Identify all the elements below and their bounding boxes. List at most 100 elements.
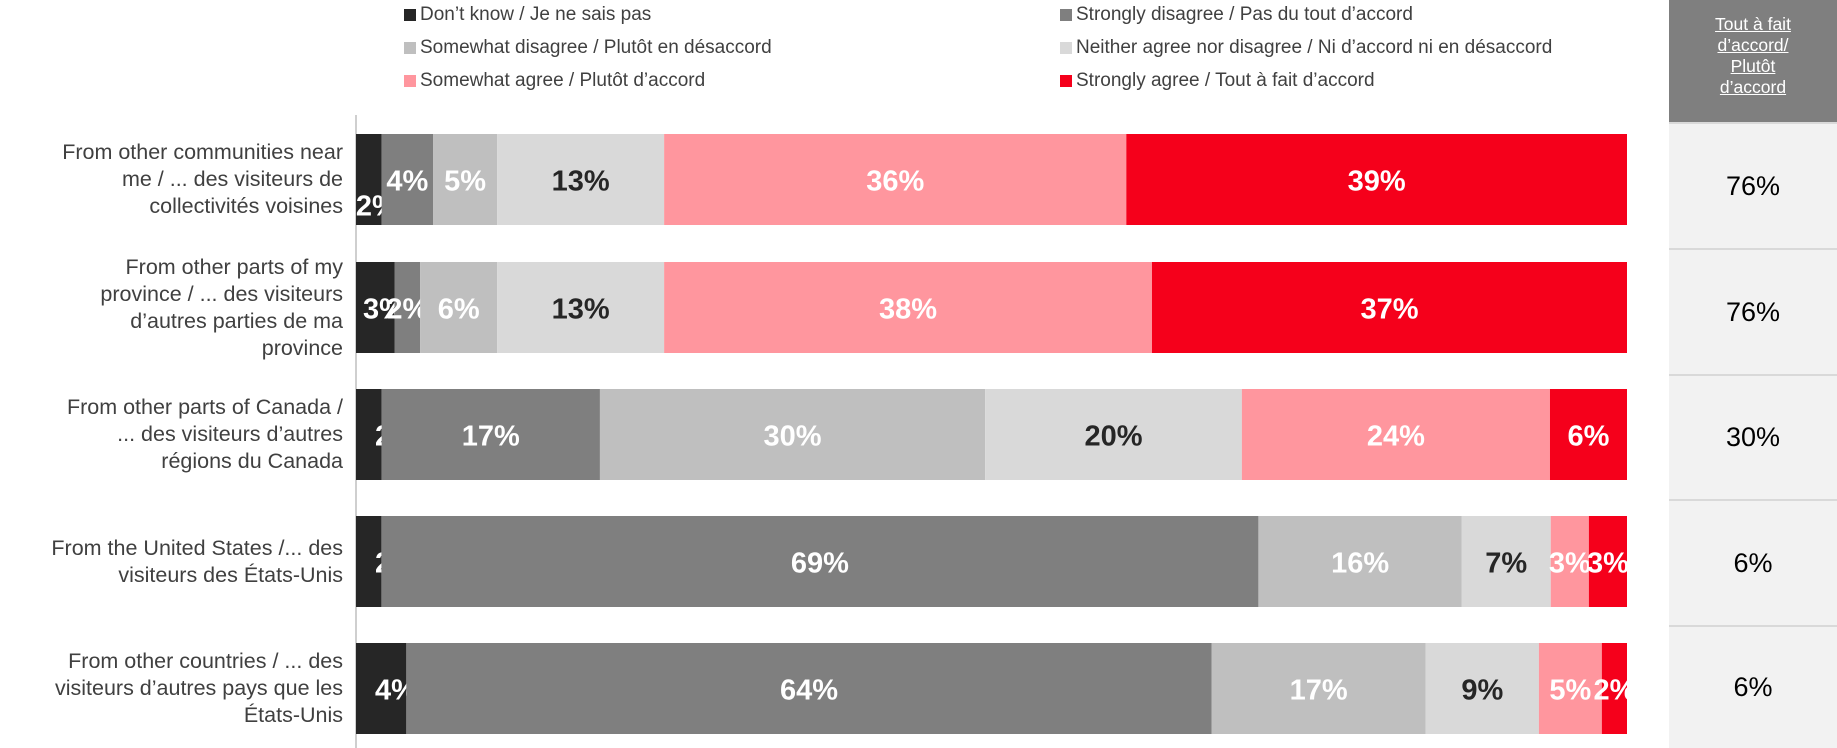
data-label: 3%	[1549, 548, 1591, 580]
category-label-line: From the United States /... des	[51, 535, 343, 560]
data-label: 38%	[879, 294, 937, 326]
legend-swatch	[1060, 75, 1072, 87]
category-label-line: ... des visiteurs d’autres	[117, 422, 343, 446]
data-label: 6%	[1568, 421, 1610, 453]
category-label-line: régions du Canada	[161, 449, 343, 473]
bar-segment	[1126, 134, 1627, 225]
category-label-line: d’autres parties de ma	[130, 308, 343, 333]
category-label-line: From other parts of my	[125, 254, 343, 279]
bar-segment	[664, 134, 1127, 225]
data-label: 17%	[462, 421, 520, 453]
category-label-line: From other countries / ... des	[68, 649, 343, 673]
bar-segment	[406, 643, 1212, 734]
bar-segment	[1461, 516, 1551, 607]
data-label: 13%	[552, 294, 610, 326]
side-column-value: 76%	[1669, 122, 1837, 248]
category-label-line: From other parts of Canada /	[66, 395, 343, 419]
data-label: 39%	[1348, 166, 1406, 198]
category-label-line: États-Unis	[243, 703, 343, 727]
bar-segment	[1601, 643, 1627, 734]
data-label: 5%	[1549, 675, 1591, 707]
data-label: 5%	[444, 166, 486, 198]
legend-item: Neither agree nor disagree / Ni d’accord…	[1060, 37, 1552, 59]
legend-item: Strongly disagree / Pas du tout d’accord	[1060, 4, 1413, 26]
legend-item: Strongly agree / Tout à fait d’accord	[1060, 70, 1375, 92]
legend-swatch	[1060, 9, 1072, 21]
bar-segment	[1211, 643, 1426, 734]
bar-segment	[356, 262, 395, 353]
bar-segment	[394, 262, 421, 353]
legend-swatch	[1060, 42, 1072, 54]
side-column-value: 76%	[1669, 248, 1837, 374]
side-column-value: 30%	[1669, 374, 1837, 499]
legend-item: Somewhat agree / Plutôt d’accord	[404, 70, 705, 92]
bar-segment	[664, 262, 1152, 353]
legend-label: Neither agree nor disagree / Ni d’accord…	[1076, 37, 1553, 58]
bar-segment	[599, 389, 986, 480]
bar-segment	[356, 389, 382, 480]
category-label: From other parts of Canada / ... des visi…	[3, 394, 343, 475]
category-label-line: From other communities near	[62, 140, 343, 164]
data-label: 3%	[1587, 548, 1629, 580]
bar-segment	[1151, 262, 1627, 353]
legend-item: Somewhat disagree / Plutôt en désaccord	[404, 37, 772, 59]
bar-segment	[356, 516, 382, 607]
category-label-line: province	[261, 335, 343, 360]
data-label: 16%	[1331, 548, 1389, 580]
side-header-line: Plutôt	[1730, 56, 1776, 76]
side-header-line: Tout à fait	[1715, 14, 1791, 34]
data-label: 69%	[791, 548, 849, 580]
data-label: 9%	[1461, 675, 1503, 707]
category-label: From the United States /... des visiteurs…	[3, 535, 343, 589]
bar-segment	[1425, 643, 1539, 734]
bar-segment	[1258, 516, 1462, 607]
legend-swatch	[404, 42, 416, 54]
bar-segment	[381, 134, 434, 225]
legend-swatch	[404, 9, 416, 21]
bar-segment	[1538, 643, 1602, 734]
category-label: From other communities near me / ... des …	[3, 139, 343, 220]
bar-segment	[985, 389, 1242, 480]
legend-swatch	[404, 75, 416, 87]
data-label: 6%	[438, 294, 480, 326]
bar-segment	[433, 134, 498, 225]
legend-label: Somewhat agree / Plutôt d’accord	[420, 70, 706, 91]
side-column-value: 6%	[1669, 625, 1837, 748]
data-label: 13%	[552, 166, 610, 198]
stacked-bar-chart: 2%4%5%13%36%39%3%2%6%13%38%37%2%17%30%20…	[355, 115, 1635, 748]
data-label: 17%	[1290, 675, 1348, 707]
side-column-value: 6%	[1669, 499, 1837, 625]
legend-label: Somewhat disagree / Plutôt en désaccord	[420, 37, 772, 58]
category-label-line: collectivités voisines	[149, 194, 343, 218]
side-column-header: Tout à fait d’accord/ Plutôt d’accord	[1669, 0, 1837, 122]
bar-segment	[356, 134, 382, 225]
data-label: 20%	[1084, 421, 1142, 453]
bar-segment	[420, 262, 498, 353]
data-label: 36%	[866, 166, 924, 198]
category-label: From other countries / ... des visiteurs …	[3, 648, 343, 729]
bar-segment	[1588, 516, 1627, 607]
category-label: From other parts of my province / ... des…	[3, 254, 343, 362]
bar-segment	[381, 389, 600, 480]
data-label: 37%	[1360, 294, 1418, 326]
side-header-line: d’accord	[1719, 77, 1787, 97]
bar-segment	[497, 134, 665, 225]
data-label: 4%	[386, 166, 428, 198]
legend-label: Strongly agree / Tout à fait d’accord	[1076, 70, 1375, 91]
data-label: 24%	[1367, 421, 1425, 453]
legend-label: Strongly disagree / Pas du tout d’accord	[1076, 4, 1413, 25]
legend-label: Don’t know / Je ne sais pas	[420, 4, 652, 25]
data-label: 2%	[1593, 675, 1635, 707]
data-label: 7%	[1485, 548, 1527, 580]
bar-segment	[381, 516, 1259, 607]
bar-segment	[1549, 389, 1627, 480]
bar-segment	[1241, 389, 1550, 480]
category-label-line: visiteurs d’autres pays que les	[54, 676, 343, 700]
category-label-line: visiteurs des États-Unis	[118, 562, 343, 587]
bar-segment	[1550, 516, 1589, 607]
bar-segment	[497, 262, 665, 353]
bar-segment	[356, 643, 407, 734]
data-label: 64%	[780, 675, 838, 707]
category-label-line: province / ... des visiteurs	[100, 281, 343, 306]
side-header-line: d’accord/	[1717, 35, 1789, 55]
